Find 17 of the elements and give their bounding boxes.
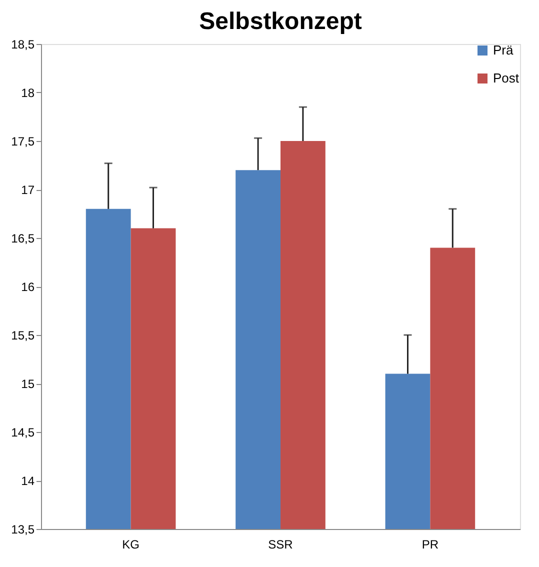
y-tick-label: 15: [21, 377, 35, 391]
y-tick-label: 14: [21, 474, 35, 488]
legend-label: Post: [493, 70, 520, 86]
y-tick-label: 16,5: [11, 232, 35, 246]
y-tick-label: 17: [21, 183, 35, 197]
y-tick-label: 16: [21, 280, 35, 294]
y-tick-label: 18: [21, 86, 35, 100]
legend-label: Prä: [493, 42, 514, 58]
x-tick-label: PR: [422, 538, 439, 552]
x-tick-label: KG: [122, 538, 140, 552]
x-tick-label: SSR: [268, 538, 294, 552]
y-tick-label: 18,5: [11, 38, 35, 52]
chart-title: Selbstkonzept: [199, 8, 362, 35]
y-tick-label: 13,5: [11, 522, 35, 536]
y-tick-label: 15,5: [11, 328, 35, 342]
y-tick-label: 17,5: [11, 134, 35, 148]
y-tick-label: 14,5: [11, 426, 35, 440]
